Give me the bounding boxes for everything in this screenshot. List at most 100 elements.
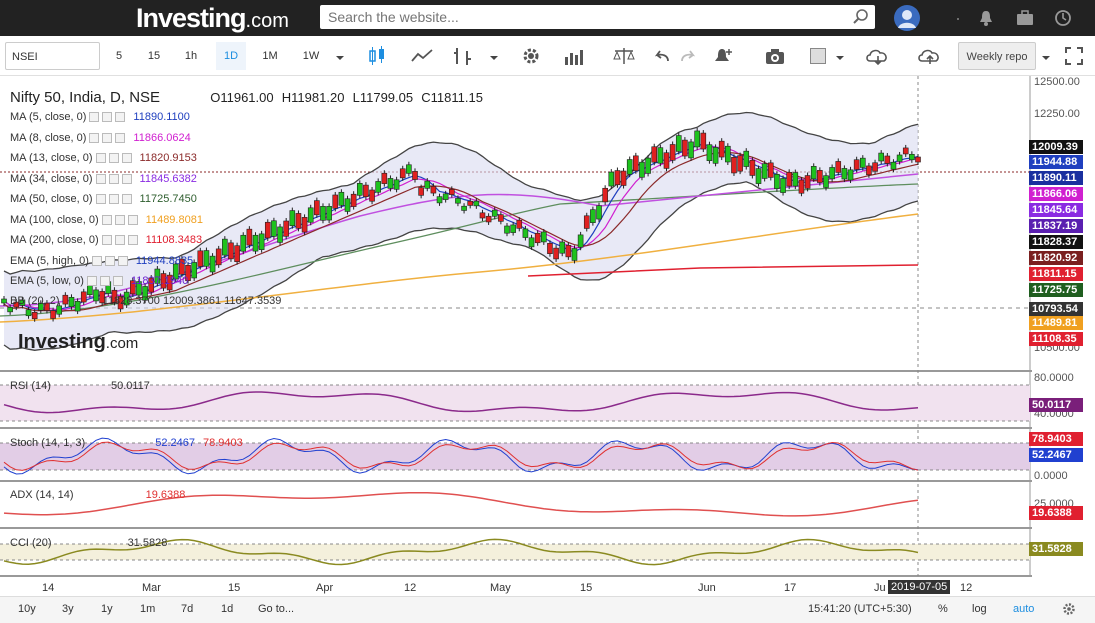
settings-icon[interactable] — [114, 214, 125, 225]
candlestick-icon[interactable] — [366, 45, 388, 73]
indicator-row[interactable]: MA (50, close, 0) 11725.7450 — [10, 192, 197, 206]
remove-icon[interactable] — [115, 112, 126, 123]
candle — [516, 219, 523, 229]
interval-1h[interactable]: 1h — [184, 50, 198, 62]
bell-icon[interactable] — [978, 9, 994, 27]
candle — [688, 141, 694, 159]
interval-1w[interactable]: 1W — [302, 50, 320, 62]
search-icon[interactable] — [852, 8, 870, 26]
interval-15[interactable]: 15 — [147, 50, 161, 62]
user-avatar[interactable] — [894, 5, 920, 31]
indicator-row[interactable]: MA (34, close, 0) 11845.6382 — [10, 172, 197, 186]
candle — [203, 250, 210, 267]
candle — [326, 206, 332, 221]
cloud-upload-icon[interactable] — [916, 45, 944, 73]
candle — [626, 159, 633, 175]
indicators-icon[interactable] — [452, 45, 474, 73]
candle — [491, 209, 498, 217]
indicator-row[interactable]: EMA (5, high, 0) 11944.8835 — [10, 254, 193, 268]
symbol-input[interactable]: NSEI — [5, 42, 100, 70]
remove-icon[interactable] — [121, 153, 132, 164]
chevron-down-icon[interactable] — [488, 54, 500, 82]
interval-1m[interactable]: 1M — [262, 50, 278, 62]
visibility-icon[interactable] — [95, 153, 106, 164]
auto-toggle[interactable]: auto — [1013, 603, 1035, 615]
visibility-icon[interactable] — [86, 276, 97, 287]
candle — [295, 213, 302, 229]
candle — [915, 156, 921, 163]
title-text: Nifty 50, India, D, NSE — [10, 89, 161, 106]
chevron-down-icon[interactable] — [1040, 54, 1052, 82]
gear-icon[interactable] — [520, 45, 542, 73]
interval-5[interactable]: 5 — [115, 50, 123, 62]
rsi-label: RSI (14) — [10, 380, 51, 392]
chevron-down-icon[interactable] — [834, 54, 846, 82]
candle — [117, 296, 124, 310]
candle — [485, 215, 492, 223]
settings-icon[interactable] — [99, 276, 110, 287]
candle — [694, 130, 700, 148]
indicator-row[interactable]: MA (200, close, 0) 11108.3483 — [10, 233, 202, 247]
camera-icon[interactable] — [764, 46, 786, 74]
remove-icon[interactable] — [115, 132, 126, 143]
undo-icon[interactable] — [652, 47, 672, 75]
remove-icon[interactable] — [117, 255, 128, 266]
settings-icon[interactable] — [108, 153, 119, 164]
log-toggle[interactable]: log — [972, 603, 987, 615]
candle — [528, 237, 535, 248]
remove-icon[interactable] — [121, 173, 132, 184]
indicator-row[interactable]: MA (5, close, 0) 11890.1100 — [10, 110, 190, 124]
settings-icon[interactable] — [114, 235, 125, 246]
studies-icon[interactable] — [563, 45, 587, 73]
redo-icon[interactable] — [678, 47, 698, 75]
investing-logo[interactable]: Investing.com — [136, 3, 289, 34]
template-selector[interactable]: Weekly repo — [958, 42, 1036, 70]
alert-bell-icon[interactable] — [712, 45, 734, 73]
chevron-down-icon[interactable] — [334, 54, 346, 82]
briefcase-icon[interactable] — [1016, 9, 1034, 27]
range-1d[interactable]: 1d — [221, 603, 234, 615]
visibility-icon[interactable] — [101, 214, 112, 225]
visibility-icon[interactable] — [101, 235, 112, 246]
percent-toggle[interactable]: % — [938, 603, 948, 615]
indicator-row[interactable]: MA (8, close, 0) 11866.0624 — [10, 131, 191, 145]
color-swatch[interactable] — [810, 48, 826, 64]
cloud-download-icon[interactable] — [864, 45, 892, 73]
visibility-icon[interactable] — [89, 132, 100, 143]
settings-icon[interactable] — [102, 112, 113, 123]
visibility-icon[interactable] — [89, 112, 100, 123]
price-tag: 11845.64 — [1029, 203, 1083, 217]
visibility-icon[interactable] — [95, 173, 106, 184]
range-3y[interactable]: 3y — [62, 603, 74, 615]
range-1y[interactable]: 1y — [101, 603, 113, 615]
fullscreen-icon[interactable] — [1064, 46, 1084, 74]
candle — [602, 187, 608, 203]
compare-icon[interactable] — [612, 45, 636, 73]
range-10y[interactable]: 10y — [18, 603, 36, 615]
rsi-tag: 50.0117 — [1029, 398, 1083, 412]
settings-icon[interactable] — [102, 132, 113, 143]
clock-icon[interactable] — [1054, 9, 1072, 27]
remove-icon[interactable] — [127, 214, 138, 225]
price-tag: 11489.81 — [1029, 316, 1083, 330]
visibility-icon[interactable] — [91, 255, 102, 266]
indicator-row[interactable]: MA (100, close, 0) 11489.8081 — [10, 213, 203, 227]
settings-icon[interactable] — [104, 255, 115, 266]
visibility-icon[interactable] — [95, 194, 106, 205]
settings-icon[interactable] — [108, 194, 119, 205]
remove-icon[interactable] — [127, 235, 138, 246]
settings-gear-icon[interactable] — [1062, 602, 1076, 616]
search-input[interactable] — [320, 5, 875, 29]
range-1m[interactable]: 1m — [140, 603, 156, 615]
remove-icon[interactable] — [112, 276, 123, 287]
goto-date[interactable]: Go to... — [258, 603, 295, 615]
line-chart-icon[interactable] — [410, 46, 434, 74]
indicator-row[interactable]: EMA (5, low, 0) 11837.1940 — [10, 274, 188, 288]
price-chart-svg[interactable] — [0, 76, 1095, 596]
range-7d[interactable]: 7d — [181, 603, 194, 615]
settings-icon[interactable] — [108, 173, 119, 184]
chart-area[interactable]: Nifty 50, India, D, NSE O11961.00 H11981… — [0, 76, 1095, 596]
remove-icon[interactable] — [121, 194, 132, 205]
interval-1d[interactable]: 1D — [216, 42, 246, 70]
indicator-row[interactable]: MA (13, close, 0) 11820.9153 — [10, 151, 197, 165]
